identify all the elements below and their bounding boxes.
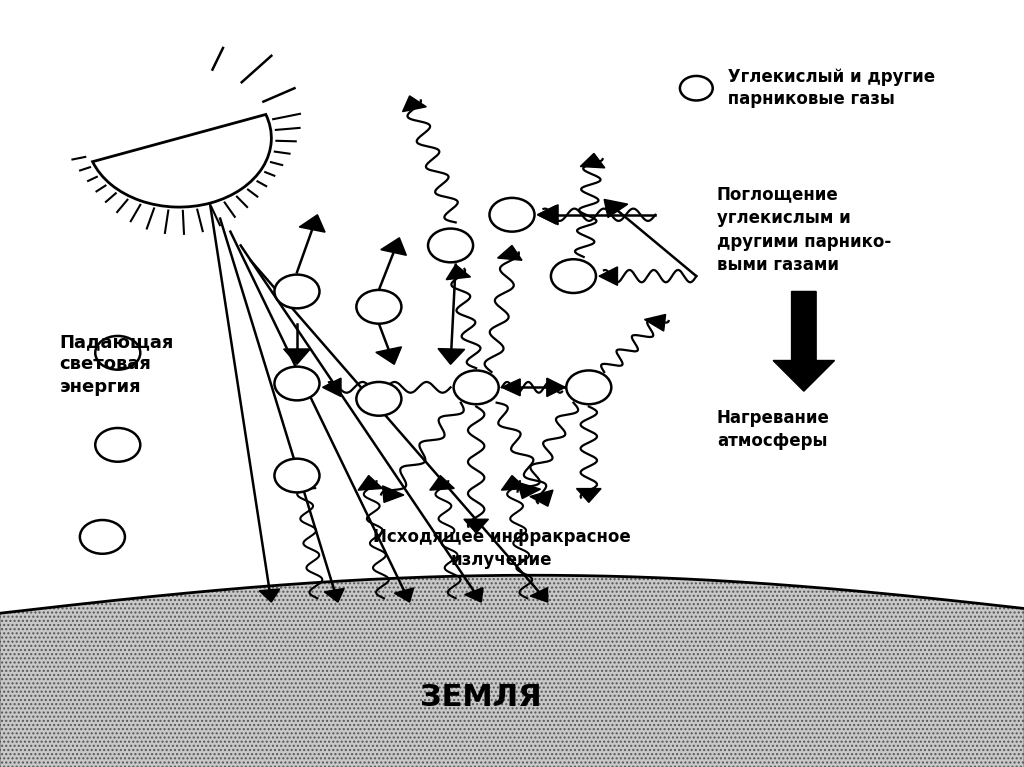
Polygon shape — [325, 588, 344, 602]
Circle shape — [551, 259, 596, 293]
Polygon shape — [383, 486, 403, 502]
Polygon shape — [518, 482, 541, 499]
Circle shape — [95, 428, 140, 462]
Polygon shape — [292, 476, 316, 490]
Polygon shape — [581, 153, 605, 168]
Polygon shape — [502, 379, 520, 396]
Polygon shape — [773, 291, 835, 391]
Polygon shape — [299, 215, 325, 232]
Polygon shape — [604, 199, 628, 218]
Polygon shape — [358, 476, 383, 490]
Circle shape — [680, 76, 713, 100]
Text: Падающая
световая
энергия: Падающая световая энергия — [59, 333, 174, 396]
Polygon shape — [394, 588, 414, 602]
Polygon shape — [547, 378, 565, 397]
Polygon shape — [402, 96, 426, 112]
Circle shape — [274, 459, 319, 492]
Circle shape — [428, 229, 473, 262]
Circle shape — [274, 275, 319, 308]
Polygon shape — [465, 588, 483, 602]
Polygon shape — [259, 589, 280, 602]
Polygon shape — [498, 245, 522, 260]
Polygon shape — [530, 588, 548, 602]
Text: Нагревание
атмосферы: Нагревание атмосферы — [717, 410, 829, 449]
Text: Поглощение
углекислым и
другими парнико-
выми газами: Поглощение углекислым и другими парнико-… — [717, 186, 891, 275]
Polygon shape — [538, 206, 556, 224]
Circle shape — [274, 367, 319, 400]
Polygon shape — [446, 265, 471, 280]
Wedge shape — [92, 114, 271, 207]
Circle shape — [95, 336, 140, 370]
Polygon shape — [538, 205, 558, 225]
Circle shape — [356, 382, 401, 416]
Polygon shape — [376, 347, 401, 364]
Polygon shape — [438, 349, 465, 364]
Circle shape — [566, 370, 611, 404]
Circle shape — [489, 198, 535, 232]
Text: Исходящее инфракрасное
излучение: Исходящее инфракрасное излучение — [373, 528, 631, 568]
Text: Углекислый и другие
 парниковые газы: Углекислый и другие парниковые газы — [722, 68, 935, 108]
Polygon shape — [644, 314, 666, 331]
Polygon shape — [381, 238, 407, 255]
Circle shape — [356, 290, 401, 324]
Polygon shape — [323, 378, 341, 397]
Circle shape — [80, 520, 125, 554]
Polygon shape — [284, 349, 310, 364]
Polygon shape — [0, 575, 1024, 767]
Text: ЗЕМЛЯ: ЗЕМЛЯ — [421, 683, 542, 713]
Circle shape — [454, 370, 499, 404]
Polygon shape — [529, 490, 553, 506]
Polygon shape — [430, 476, 455, 490]
Polygon shape — [502, 476, 526, 490]
Polygon shape — [599, 267, 617, 285]
Polygon shape — [464, 519, 488, 533]
Polygon shape — [577, 489, 601, 502]
